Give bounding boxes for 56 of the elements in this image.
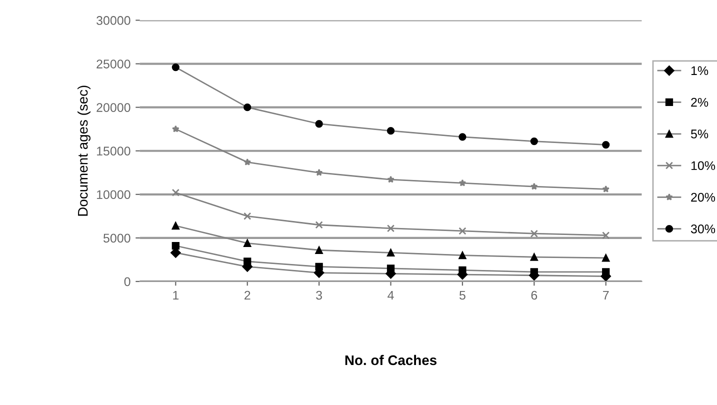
point xyxy=(315,120,323,128)
point xyxy=(458,179,466,186)
point xyxy=(172,125,180,132)
point xyxy=(315,262,323,270)
legend-label: 20% xyxy=(691,192,716,202)
x-tick-label: 6 xyxy=(531,290,538,300)
y-tick-label: 25000 xyxy=(96,60,130,68)
x-tick-label: 1 xyxy=(173,290,179,300)
point xyxy=(602,232,610,240)
point xyxy=(602,185,610,192)
y-tick-label: 0 xyxy=(124,277,130,286)
y-tick-label: 5000 xyxy=(103,234,130,243)
point xyxy=(315,246,323,254)
point xyxy=(458,252,466,260)
y-tick-label: 15000 xyxy=(96,146,130,156)
point xyxy=(172,188,180,196)
point xyxy=(315,168,323,176)
x-tick-label: 2 xyxy=(244,290,250,300)
legend-label: 5% xyxy=(690,130,708,138)
point xyxy=(458,266,466,274)
x-tick-label: 5 xyxy=(459,290,466,300)
x-tick-label: 7 xyxy=(603,290,609,300)
point xyxy=(386,248,395,257)
point xyxy=(530,182,538,190)
x-tick-label: 4 xyxy=(388,290,394,300)
y-tick-label: 10000 xyxy=(96,190,130,200)
point xyxy=(315,221,323,229)
point xyxy=(530,253,538,261)
legend-label: 1% xyxy=(691,66,708,76)
point xyxy=(386,127,395,135)
point xyxy=(244,158,252,166)
point xyxy=(387,176,394,183)
point xyxy=(530,137,538,146)
legend-label: 2% xyxy=(691,98,708,107)
point xyxy=(244,212,252,220)
point xyxy=(602,140,610,149)
point xyxy=(172,242,180,250)
point xyxy=(386,224,395,232)
x-axis-title: No. of Caches xyxy=(345,354,437,366)
point xyxy=(172,63,180,72)
legend-label: 10% xyxy=(691,161,716,170)
y-tick-label: 30000 xyxy=(96,16,130,25)
point xyxy=(244,258,252,266)
x-tick-label: 3 xyxy=(316,290,322,300)
y-tick-label: 20000 xyxy=(96,103,130,112)
point xyxy=(172,222,180,230)
legend-label: 30% xyxy=(690,224,716,234)
point xyxy=(458,133,466,141)
point xyxy=(386,264,395,272)
point xyxy=(244,104,252,112)
point xyxy=(458,227,466,235)
point xyxy=(244,239,252,247)
point xyxy=(602,268,610,276)
point xyxy=(602,254,610,262)
point xyxy=(530,230,538,238)
y-axis-title: Document ages (sec) xyxy=(78,86,90,216)
